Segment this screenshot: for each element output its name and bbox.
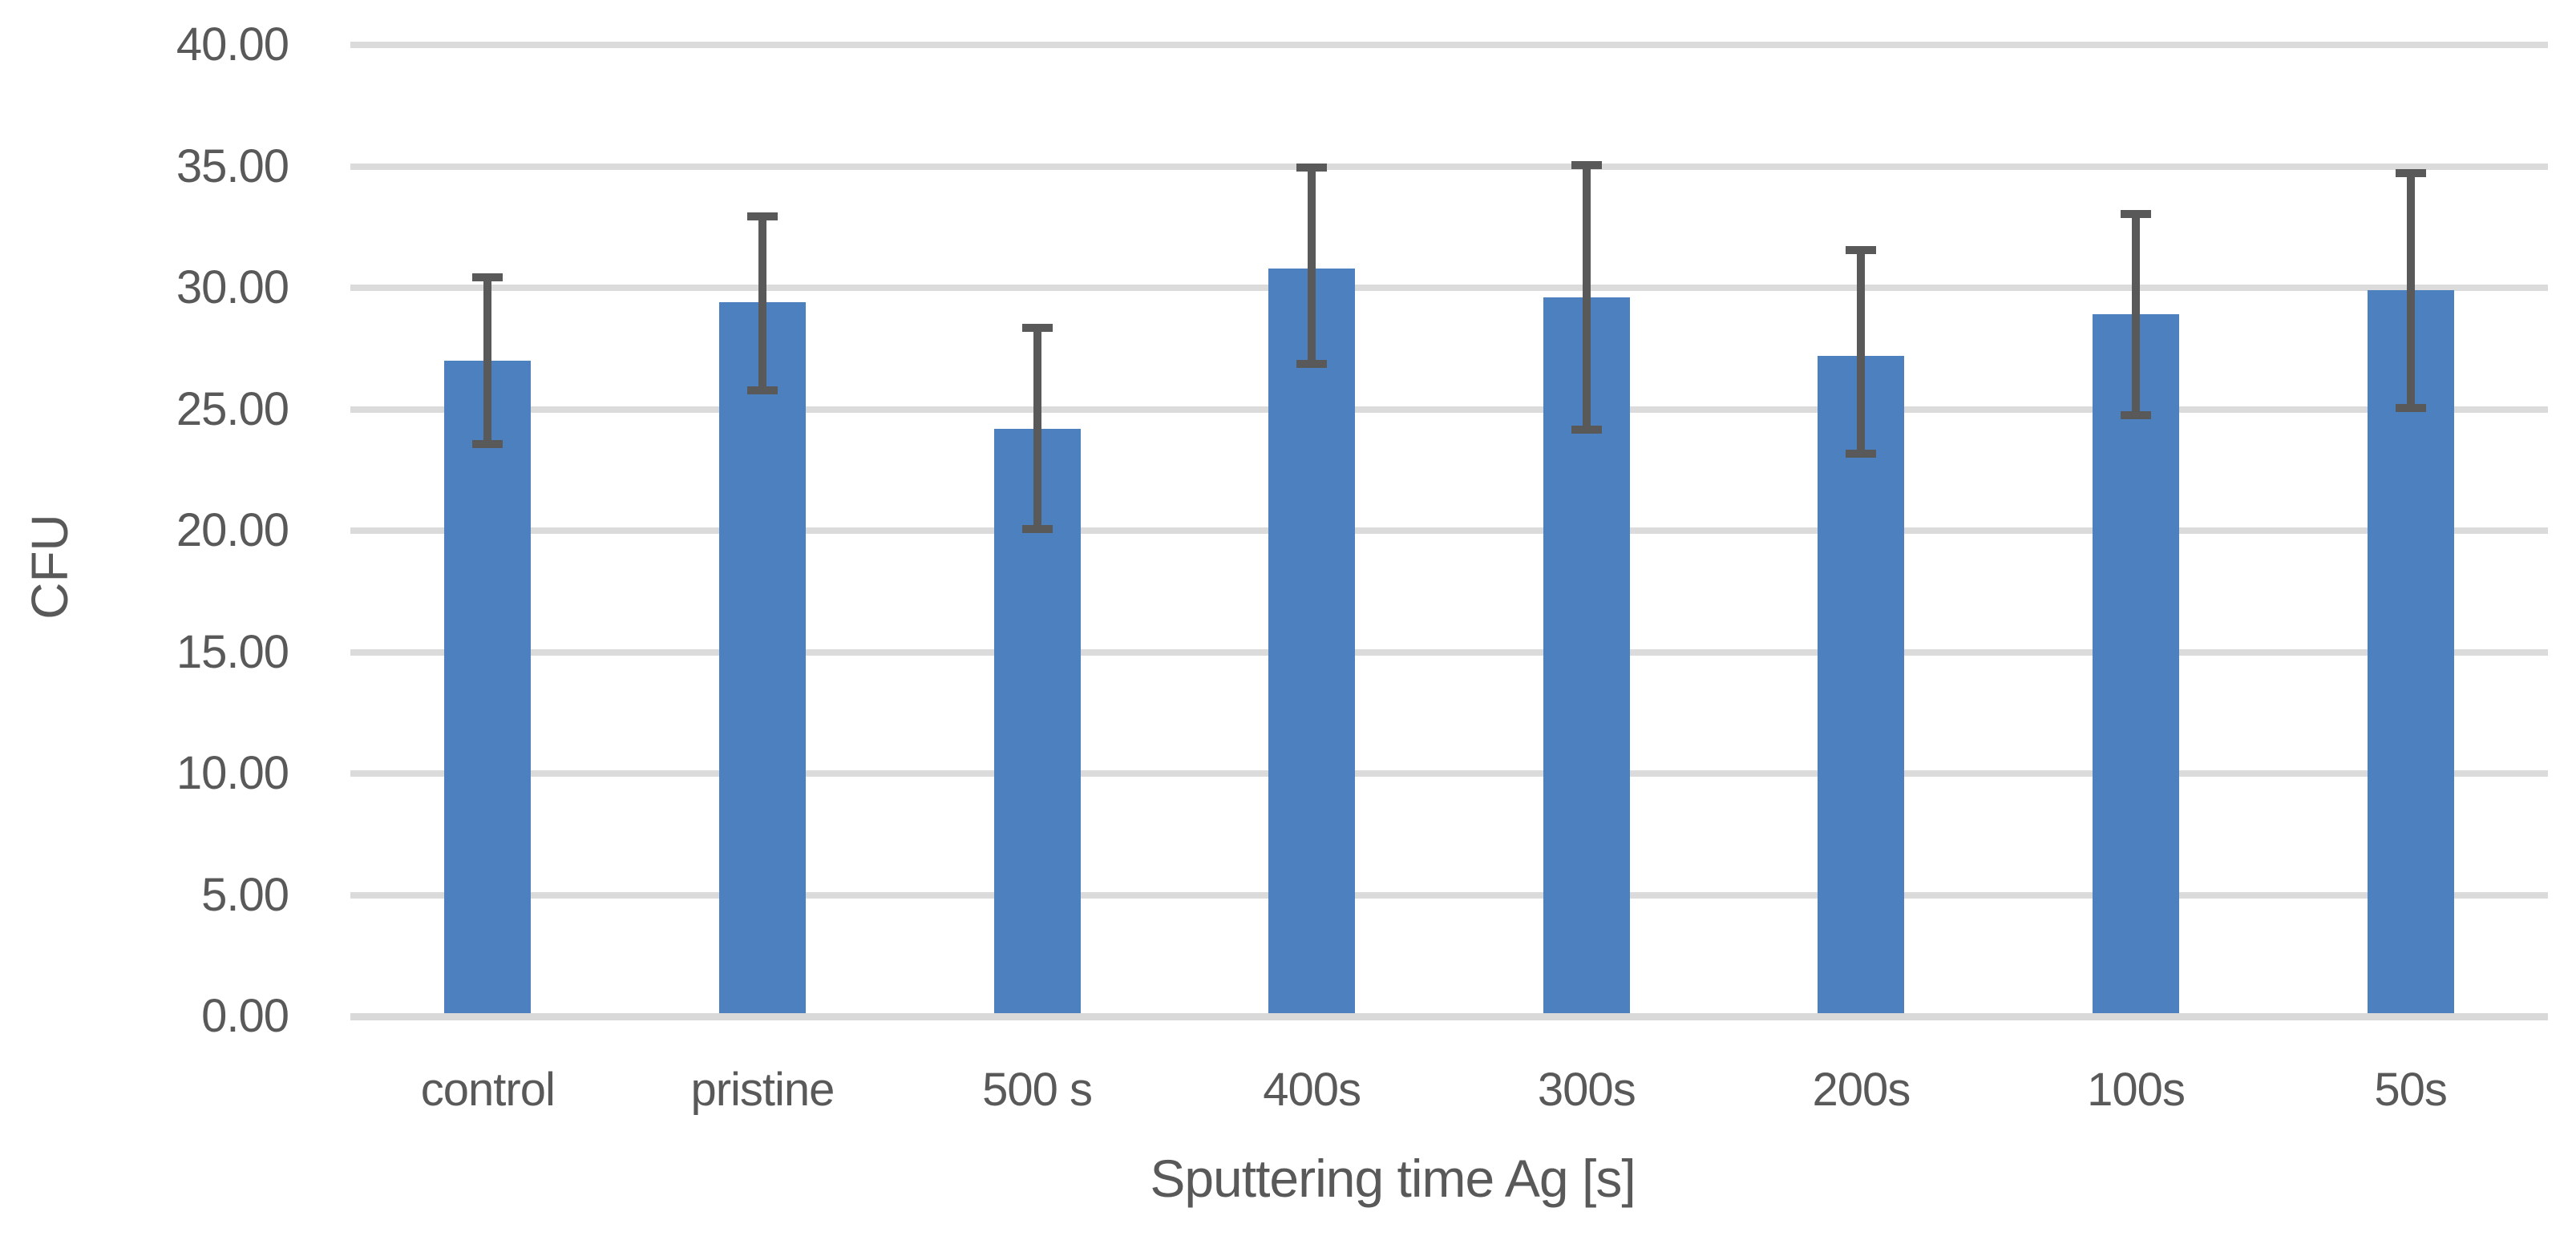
error-bar-line bbox=[1033, 324, 1041, 534]
x-tick-label: pristine bbox=[690, 1064, 835, 1116]
gridline bbox=[350, 42, 2548, 48]
bar bbox=[2093, 314, 2180, 1016]
gridline bbox=[350, 770, 2548, 777]
y-tick-label: 20.00 bbox=[176, 504, 289, 556]
x-tick-label: 400s bbox=[1263, 1064, 1361, 1116]
error-bar-line bbox=[2406, 168, 2415, 412]
error-bar-cap-top bbox=[472, 273, 503, 281]
bar bbox=[1268, 268, 1356, 1016]
error-bar-cap-bottom bbox=[746, 386, 778, 395]
error-bar-cap-top bbox=[2121, 210, 2152, 219]
y-tick-label: 10.00 bbox=[176, 747, 289, 799]
error-bar-cap-bottom bbox=[2121, 410, 2152, 419]
x-tick-label: control bbox=[420, 1064, 556, 1116]
bar bbox=[718, 302, 806, 1016]
error-bar-line bbox=[758, 212, 766, 395]
x-tick-label: 200s bbox=[1812, 1064, 1911, 1116]
y-tick-label: 30.00 bbox=[176, 261, 289, 313]
error-bar-cap-bottom bbox=[2395, 403, 2426, 412]
y-tick-label: 25.00 bbox=[176, 382, 289, 435]
error-bar-cap-bottom bbox=[1846, 450, 1877, 458]
x-tick-label: 100s bbox=[2087, 1064, 2186, 1116]
x-tick-label: 50s bbox=[2374, 1064, 2448, 1116]
bar bbox=[1818, 355, 1905, 1016]
error-bar-cap-bottom bbox=[1296, 359, 1328, 368]
error-bar-cap-top bbox=[746, 212, 778, 221]
y-tick-label: 0.00 bbox=[201, 990, 289, 1042]
y-tick-label: 5.00 bbox=[201, 868, 289, 921]
y-tick-label: 15.00 bbox=[176, 625, 289, 678]
x-axis-title: Sputtering time Ag [s] bbox=[1150, 1149, 1636, 1208]
y-axis-title: CFU bbox=[21, 514, 79, 620]
error-bar-cap-top bbox=[1571, 161, 1602, 170]
error-bar-line bbox=[483, 273, 492, 448]
error-bar-cap-top bbox=[1846, 246, 1877, 255]
error-bar-cap-top bbox=[2395, 168, 2426, 177]
gridline bbox=[350, 648, 2548, 656]
error-bar-line bbox=[1857, 246, 1866, 458]
x-axis-line bbox=[350, 1012, 2548, 1020]
gridline bbox=[350, 285, 2548, 291]
error-bar-cap-bottom bbox=[472, 439, 503, 448]
error-bar-cap-bottom bbox=[1571, 425, 1602, 434]
error-bar-line bbox=[1308, 164, 1316, 368]
error-bar-cap-top bbox=[1296, 164, 1328, 172]
error-bar-cap-bottom bbox=[1021, 525, 1053, 534]
gridline bbox=[350, 163, 2548, 170]
gridline bbox=[350, 891, 2548, 899]
y-tick-label: 40.00 bbox=[176, 18, 289, 71]
x-tick-label: 500 s bbox=[982, 1064, 1093, 1116]
x-tick-label: 300s bbox=[1537, 1064, 1636, 1116]
error-bar-line bbox=[2132, 210, 2141, 419]
error-bar-line bbox=[1582, 161, 1591, 434]
gridline bbox=[350, 527, 2548, 534]
plot-area bbox=[350, 42, 2548, 1020]
gridline bbox=[350, 406, 2548, 413]
y-tick-label: 35.00 bbox=[176, 139, 289, 192]
bar bbox=[444, 360, 532, 1016]
error-bar-cap-top bbox=[1021, 324, 1053, 333]
